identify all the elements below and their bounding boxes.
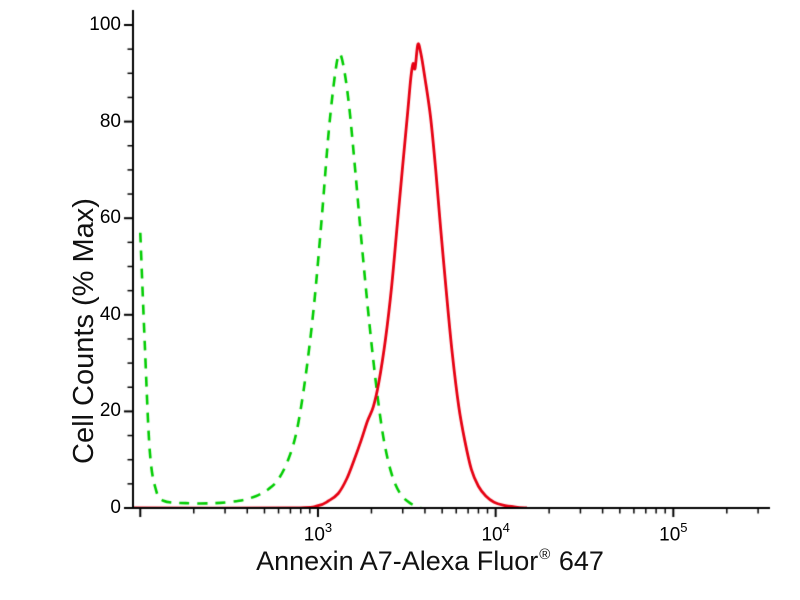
x-tick-base: 10	[659, 524, 681, 546]
y-tick-label: 60	[99, 207, 121, 229]
x-axis-title: Annexin A7-Alexa Fluor® 647	[0, 546, 800, 577]
x-tick-exponent: 3	[324, 520, 333, 535]
y-tick-label: 80	[99, 110, 121, 132]
x-axis-title-text: Annexin A7-Alexa Fluor	[256, 546, 539, 576]
y-tick-label: 40	[99, 303, 121, 325]
x-tick-exponent: 4	[502, 520, 510, 535]
x-axis-title-suffix: 647	[551, 546, 604, 576]
y-tick-label: 100	[89, 14, 121, 35]
x-tick-exponent: 5	[680, 520, 688, 535]
y-tick-label: 20	[99, 400, 121, 422]
y-tick-label: 0	[110, 497, 121, 518]
x-tick-label: 105	[641, 518, 705, 546]
registered-trademark-symbol: ®	[539, 546, 551, 563]
x-tick-base: 10	[481, 524, 503, 546]
x-tick-base: 10	[303, 524, 325, 546]
x-tick-label: 103	[286, 518, 350, 546]
x-tick-label: 104	[464, 518, 528, 546]
